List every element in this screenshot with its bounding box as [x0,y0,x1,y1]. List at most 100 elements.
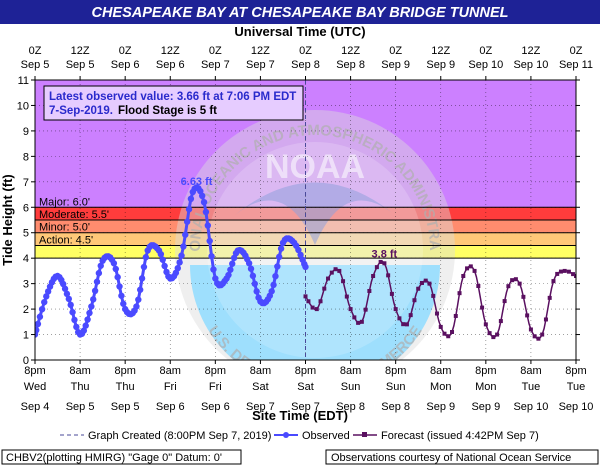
x-tick-label-3-1: 8am [160,365,181,377]
x-tick-label-12-2: Tue [567,381,586,393]
forecast-point [386,273,391,278]
y-tick-label-1: 1 [23,330,29,342]
top-tick-label-2-2: Sep 6 [111,59,140,71]
top-tick-label-7-2: Sep 8 [336,59,365,71]
top-tick-label-4-2: Sep 7 [201,59,230,71]
forecast-point [367,288,372,293]
forecast-point [532,334,537,339]
forecast-point [540,332,545,337]
observed-point [176,259,183,266]
forecast-point [306,299,311,304]
observed-point [174,264,181,272]
forecast-point [453,313,458,318]
forecast-point [536,336,541,341]
observed-point [91,287,99,295]
forecast-point [513,277,518,282]
forecast-point [348,307,353,312]
info-box-line2: 7-Sep-2019. Flood Stage is 5 ft [49,105,217,117]
observed-point [247,265,255,272]
forecast-point [468,264,473,269]
observed-point [80,327,88,334]
observed-point [38,305,46,313]
x-tick-label-6-1: 8pm [295,365,316,377]
x-tick-label-9-2: Mon [430,381,451,393]
top-tick-label-1-1: 12Z [71,45,90,57]
forecast-point [337,268,342,273]
forecast-point [446,334,451,339]
x-tick-label-2-1: 8pm [114,365,135,377]
top-tick-label-2-1: 0Z [119,45,132,57]
title-bar [0,0,600,24]
x-tick-label-11-2: Tue [522,381,541,393]
chart-title: CHESAPEAKE BAY AT CHESAPEAKE BAY BRIDGE … [91,5,508,21]
info-box-flood-stage: Flood Stage is 5 ft [118,105,217,117]
forecast-point [551,279,556,284]
top-tick-label-5-2: Sep 7 [246,59,275,71]
info-box-frame [43,85,304,121]
legend-forecast-marker [362,432,367,437]
footer-datum-text: CHBV2(plotting HMIRG) "Gage 0" Datum: 0' [6,452,222,464]
forecast-point [416,286,421,291]
observed-point [43,293,50,300]
observed-point [225,271,232,279]
x-tick-label-4-3: Sep 6 [201,401,230,413]
x-tick-label-9-3: Sep 9 [426,401,455,413]
top-tick-label-8-1: 0Z [389,45,402,57]
forecast-point [314,307,319,312]
observed-point [35,320,42,328]
observed-point [277,245,285,252]
legend-observed-label: Observed [302,430,350,442]
observed-point [86,309,93,317]
top-tick-label-1-2: Sep 5 [66,59,95,71]
x-tick-label-5-3: Sep 7 [246,401,275,413]
top-tick-label-9-1: 12Z [431,45,450,57]
observed-point [251,280,258,287]
footer-credit-text: Observations courtesy of National Ocean … [331,452,571,464]
top-tick-label-8-2: Sep 9 [381,59,410,71]
forecast-point [374,265,379,270]
forecast-point [434,311,439,316]
forecast-point [483,322,488,327]
forecast-point [528,327,533,332]
forecast-point [450,330,455,334]
forecast-point [329,270,334,275]
top-tick-label-3-1: 12Z [161,45,180,57]
peak-label-0: 6.63 ft [181,176,213,188]
top-tick-label-0-1: 0Z [29,45,42,57]
observed-point [182,231,189,238]
observed-point [274,263,281,270]
x-tick-label-10-2: Mon [475,381,496,393]
top-tick-label-0-2: Sep 5 [21,59,50,71]
info-box-date: 7-Sep-2019. [49,105,113,117]
observed-point [136,286,144,293]
top-tick-label-10-1: 0Z [479,45,492,57]
x-tick-label-8-1: 8pm [385,365,406,377]
forecast-point [397,316,402,321]
observed-point [93,278,101,285]
flood-band-label-2: Minor: 5.0' [39,222,90,234]
observed-point [114,273,121,281]
observed-point [157,250,165,258]
observed-point [208,253,215,260]
x-tick-label-1-3: Sep 5 [66,401,95,413]
observed-point [295,246,302,254]
forecast-point [566,269,571,274]
y-tick-label-2: 2 [23,304,29,316]
forecast-point [382,261,387,266]
x-tick-label-11-1: 8am [520,365,541,377]
observed-point [302,263,309,271]
forecast-point [359,319,364,324]
observed-point [227,266,234,273]
info-box: Latest observed value: 3.66 ft at 7:06 P… [43,85,304,121]
x-tick-label-2-3: Sep 5 [111,401,140,413]
forecast-point [318,299,323,304]
x-tick-label-6-2: Sat [297,381,314,393]
observed-point [183,218,191,225]
forecast-point [427,281,432,286]
observed-point [178,252,185,259]
y-axis-title: Tide Height (ft) [0,174,15,265]
y-tick-label-8: 8 [23,151,29,163]
forecast-point [344,294,349,299]
forecast-point [525,313,530,318]
top-tick-label-6-1: 0Z [299,45,312,57]
